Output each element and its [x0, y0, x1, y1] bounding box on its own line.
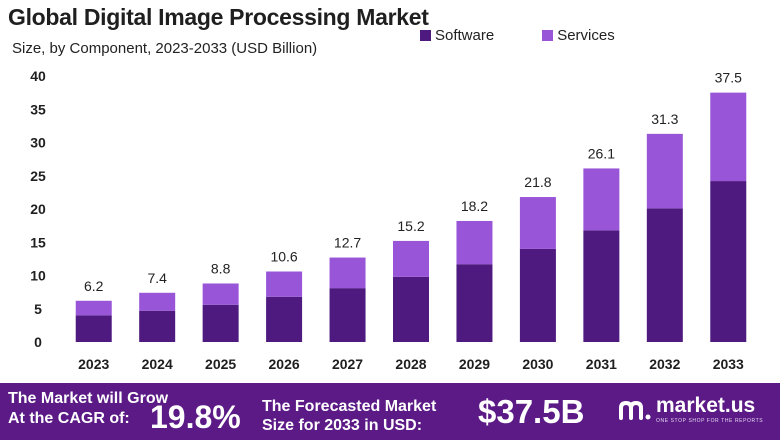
bar-software-2028 — [393, 276, 429, 342]
forecast-label: The Forecasted Market Size for 2033 in U… — [262, 397, 436, 435]
bar-software-2033 — [710, 181, 747, 342]
legend-label-software: Software — [435, 27, 495, 44]
bar-total-label: 6.2 — [84, 278, 104, 294]
bar-services-2031 — [583, 168, 620, 231]
x-tick-label: 2030 — [522, 356, 553, 372]
y-tick-label: 40 — [30, 68, 46, 84]
bar-total-label: 10.6 — [270, 249, 297, 265]
stacked-bar-chart: 05101520253035406.220237.420248.8202510.… — [30, 68, 747, 372]
bar-services-2029 — [456, 220, 493, 265]
y-tick-label: 10 — [30, 268, 46, 284]
y-tick-label: 35 — [30, 101, 46, 117]
brand-name: market.us — [656, 394, 756, 417]
x-tick-label: 2033 — [713, 356, 744, 372]
bar-software-2024 — [139, 310, 176, 342]
bar-total-label: 7.4 — [147, 270, 167, 286]
legend-item-software: Software — [420, 27, 494, 44]
bar-total-label: 31.3 — [651, 111, 678, 127]
forecast-value: $37.5B — [478, 393, 585, 430]
bar-total-label: 21.8 — [524, 174, 551, 190]
footer-banner: The Market will Grow At the CAGR of: 19.… — [0, 383, 780, 440]
bar-software-2025 — [202, 304, 239, 342]
cagr-label-line1: The Market will Grow — [8, 390, 169, 407]
y-tick-label: 5 — [34, 301, 42, 317]
y-tick-label: 25 — [30, 168, 46, 184]
x-tick-label: 2024 — [142, 356, 173, 372]
bar-total-label: 15.2 — [397, 218, 424, 234]
bar-services-2032 — [646, 133, 683, 209]
legend-swatch-software — [420, 30, 431, 41]
y-tick-label: 0 — [34, 334, 42, 350]
x-tick-label: 2023 — [78, 356, 109, 372]
bar-software-2029 — [456, 264, 493, 342]
bar-services-2026 — [266, 271, 303, 297]
x-tick-label: 2026 — [269, 356, 300, 372]
brand-tagline: ONE STOP SHOP FOR THE REPORTS — [656, 418, 764, 424]
bar-total-label: 12.7 — [334, 235, 361, 251]
bar-services-2025 — [202, 283, 239, 305]
forecast-label-line2: Size for 2033 in USD: — [262, 417, 423, 434]
bar-software-2030 — [519, 248, 556, 342]
legend-label-services: Services — [557, 27, 615, 44]
x-tick-label: 2032 — [649, 356, 680, 372]
bar-total-label: 18.2 — [461, 198, 488, 214]
market-us-logo-icon — [619, 400, 651, 420]
legend-swatch-services — [542, 30, 554, 41]
chart-legend: Software Services — [420, 27, 615, 44]
bar-services-2023 — [75, 300, 112, 316]
bar-services-2027 — [329, 257, 366, 289]
chart-title: Global Digital Image Processing Market — [8, 4, 429, 30]
bar-software-2023 — [75, 315, 112, 342]
y-tick-label: 15 — [30, 234, 46, 250]
x-tick-label: 2027 — [332, 356, 363, 372]
bar-total-label: 37.5 — [715, 70, 742, 86]
bar-software-2026 — [266, 296, 303, 342]
bar-total-label: 8.8 — [211, 260, 231, 276]
bar-total-label: 26.1 — [588, 145, 615, 161]
cagr-label-line2: At the CAGR of: — [8, 410, 130, 427]
bar-services-2033 — [710, 92, 747, 182]
bar-software-2031 — [583, 230, 620, 342]
bar-software-2027 — [329, 288, 366, 342]
bar-services-2028 — [393, 240, 429, 277]
cagr-label: The Market will Grow At the CAGR of: — [8, 389, 168, 429]
x-tick-label: 2029 — [459, 356, 490, 372]
bar-software-2032 — [646, 208, 683, 342]
forecast-label-line1: The Forecasted Market — [262, 398, 437, 415]
chart-subtitle: Size, by Component, 2023-2033 (USD Billi… — [12, 40, 318, 57]
x-tick-label: 2028 — [395, 356, 426, 372]
legend-item-services: Services — [542, 27, 615, 44]
x-tick-label: 2025 — [205, 356, 236, 372]
x-tick-label: 2031 — [586, 356, 617, 372]
y-tick-label: 30 — [30, 135, 46, 151]
brand-logo: market.us ONE STOP SHOP FOR THE REPORTS — [618, 395, 763, 424]
bar-services-2024 — [139, 292, 176, 311]
bar-services-2030 — [519, 197, 556, 249]
cagr-value: 19.8% — [150, 399, 241, 435]
y-tick-label: 20 — [30, 201, 46, 217]
